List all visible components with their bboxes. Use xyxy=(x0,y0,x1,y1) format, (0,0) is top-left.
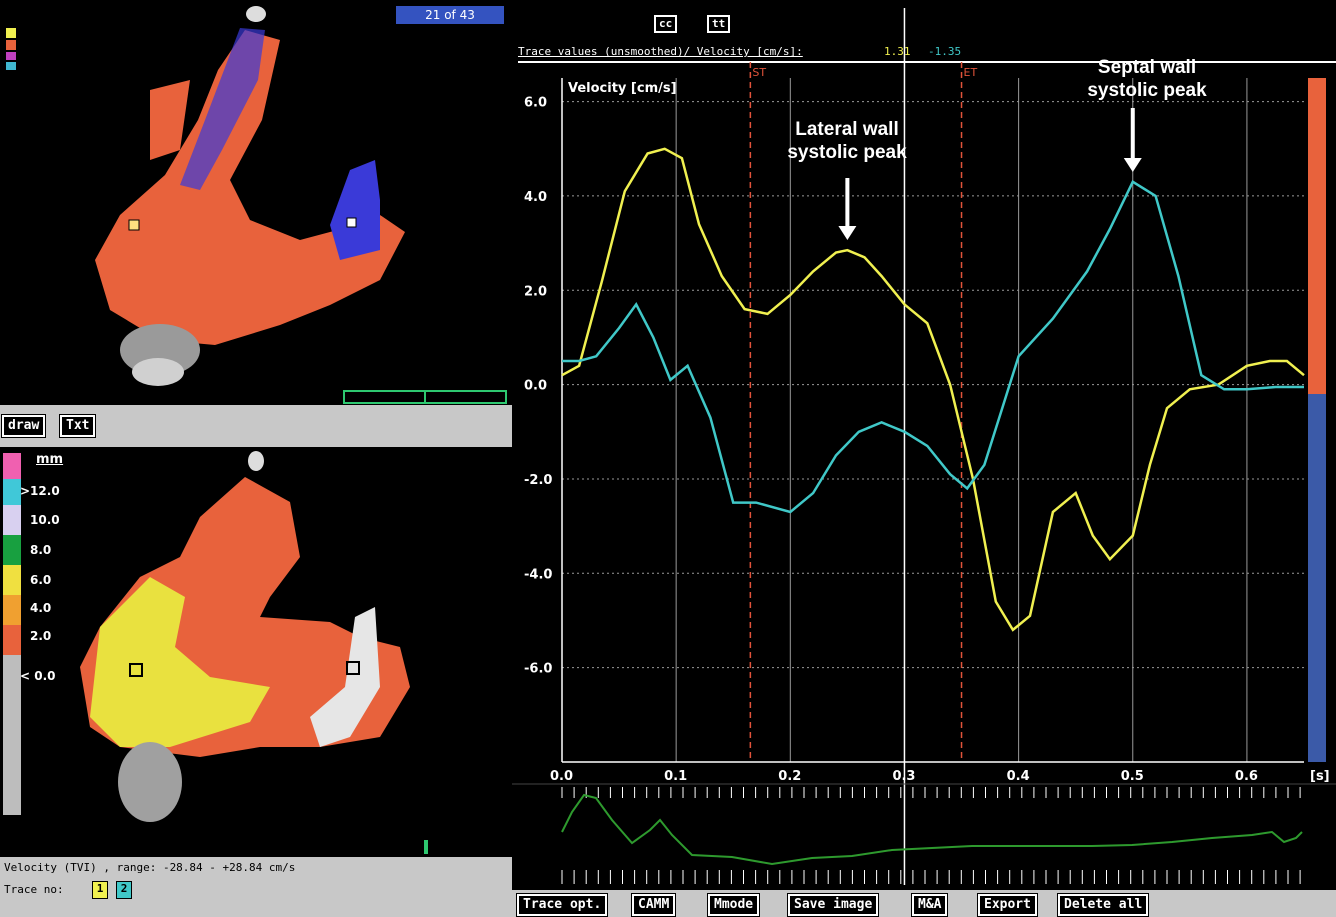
x-tick-label: 0.1 xyxy=(664,769,687,784)
save-image-button[interactable]: Save image xyxy=(786,893,880,917)
y-tick-label: -6.0 xyxy=(524,662,552,677)
doppler-blue-right xyxy=(330,160,380,260)
series-line-yellow[interactable] xyxy=(561,147,1305,632)
y-tick-label: -4.0 xyxy=(524,567,552,582)
sample-marker-2[interactable] xyxy=(346,217,357,228)
doppler-blue-left xyxy=(180,28,265,190)
strip-green-trace[interactable] xyxy=(561,793,1303,866)
legend-label-4: 4.0 xyxy=(30,601,52,615)
color-swatch-red xyxy=(6,40,16,50)
bottom-echo-image xyxy=(3,451,428,854)
left-status: Velocity (TVI) , range: -28.84 - +28.84 … xyxy=(0,857,512,917)
legend-label-2: 8.0 xyxy=(30,543,52,557)
legend-orange xyxy=(3,595,21,625)
trace-value-1: 1.31 xyxy=(884,45,911,58)
velocity-scale-positive xyxy=(1308,78,1326,394)
x-tick-label: 0.0 xyxy=(550,769,573,784)
septal-arrow-head xyxy=(1123,158,1142,172)
top-echo-panel[interactable]: 21 of 43 xyxy=(0,0,512,405)
bottom-toolbar: Trace opt. CAMM Mmode Save image M&A Exp… xyxy=(512,890,1336,917)
velocity-chart-panel[interactable]: 6.04.02.00.0-2.0-4.0-6.00.00.10.20.30.40… xyxy=(512,0,1336,890)
near-field-2 xyxy=(118,742,182,822)
bottom-echo-panel[interactable]: mm >12.0 10.0 8.0 6.0 4.0 2.0 < 0.0 xyxy=(0,447,512,857)
y-tick-label: -2.0 xyxy=(524,473,552,488)
color-swatch-magenta xyxy=(6,52,16,60)
sample-marker-4[interactable] xyxy=(346,661,360,675)
draw-button[interactable]: draw xyxy=(0,414,47,438)
legend-label-6: < 0.0 xyxy=(20,669,56,683)
mid-toolbar: draw Txt xyxy=(0,405,512,447)
probe-icon-2 xyxy=(248,451,264,471)
y-tick-label: 4.0 xyxy=(524,190,547,205)
export-button[interactable]: Export xyxy=(977,893,1038,917)
bright-region xyxy=(310,607,380,747)
y-tick-label: 6.0 xyxy=(524,96,547,111)
color-swatch-yellow xyxy=(6,28,16,38)
trace-no-label: Trace no: xyxy=(4,883,64,896)
legend-gray xyxy=(3,655,21,815)
legend-red xyxy=(3,625,21,655)
tt-button[interactable]: tt xyxy=(705,14,732,34)
septal-wall-annotation: Septal wall systolic peak xyxy=(1087,57,1207,101)
legend-green xyxy=(3,535,21,565)
lateral-arrow-head xyxy=(838,226,857,240)
sample-marker-3[interactable] xyxy=(129,663,143,677)
x-tick-label: 0.6 xyxy=(1235,769,1258,784)
camm-button[interactable]: CAMM xyxy=(630,893,677,917)
legend-pink xyxy=(3,453,21,479)
mmode-button[interactable]: Mmode xyxy=(706,893,761,917)
trace-1-badge[interactable]: 1 xyxy=(92,881,108,899)
velocity-scale-negative xyxy=(1308,394,1326,762)
legend-yellow xyxy=(3,565,21,595)
near-field-bright xyxy=(132,358,184,386)
strain-yellow-region xyxy=(90,577,270,747)
y-axis-label: Velocity [cm/s] xyxy=(568,81,677,96)
velocity-chart[interactable]: 6.04.02.00.0-2.0-4.0-6.00.00.10.20.30.40… xyxy=(512,0,1336,890)
marker-label-st: ST xyxy=(752,66,766,79)
lateral-wall-annotation: Lateral wall systolic peak xyxy=(787,119,907,163)
probe-icon xyxy=(246,6,266,22)
trace-2-badge[interactable]: 2 xyxy=(116,881,132,899)
txt-button[interactable]: Txt xyxy=(58,414,97,438)
legend-label-5: 2.0 xyxy=(30,629,52,643)
top-echo-image xyxy=(6,6,507,404)
sample-marker-1[interactable] xyxy=(128,219,140,231)
legend-lavender xyxy=(3,505,21,535)
velocity-range-text: Velocity (TVI) , range: -28.84 - +28.84 … xyxy=(4,861,296,874)
legend-cyan xyxy=(3,479,21,505)
trace-opt-button[interactable]: Trace opt. xyxy=(515,893,609,917)
legend-label-3: 6.0 xyxy=(30,573,52,587)
m-and-a-button[interactable]: M&A xyxy=(910,893,949,917)
x-unit-label: [s] xyxy=(1310,769,1330,784)
delete-all-button[interactable]: Delete all xyxy=(1056,893,1150,917)
legend-label-1: 10.0 xyxy=(30,513,60,527)
x-tick-label: 0.2 xyxy=(778,769,801,784)
trace-value-2: -1.35 xyxy=(928,45,962,58)
trace-values-label: Trace values (unsmoothed)/ Velocity [cm/… xyxy=(518,45,803,58)
legend-unit: mm xyxy=(36,452,64,467)
y-tick-label: 2.0 xyxy=(524,284,547,299)
marker-label-et: ET xyxy=(964,66,978,79)
x-tick-label: 0.4 xyxy=(1007,769,1030,784)
frame-indicator xyxy=(424,840,428,854)
color-swatch-cyan xyxy=(6,62,16,70)
x-tick-label: 0.5 xyxy=(1121,769,1144,784)
legend-label-0: >12.0 xyxy=(20,484,60,498)
y-tick-label: 0.0 xyxy=(524,379,547,394)
series-line-cyan[interactable] xyxy=(562,180,1304,514)
tissue-region xyxy=(95,30,405,345)
cc-button[interactable]: cc xyxy=(652,14,679,34)
frame-counter: 21 of 43 xyxy=(396,6,504,24)
tissue-apex xyxy=(150,80,190,160)
